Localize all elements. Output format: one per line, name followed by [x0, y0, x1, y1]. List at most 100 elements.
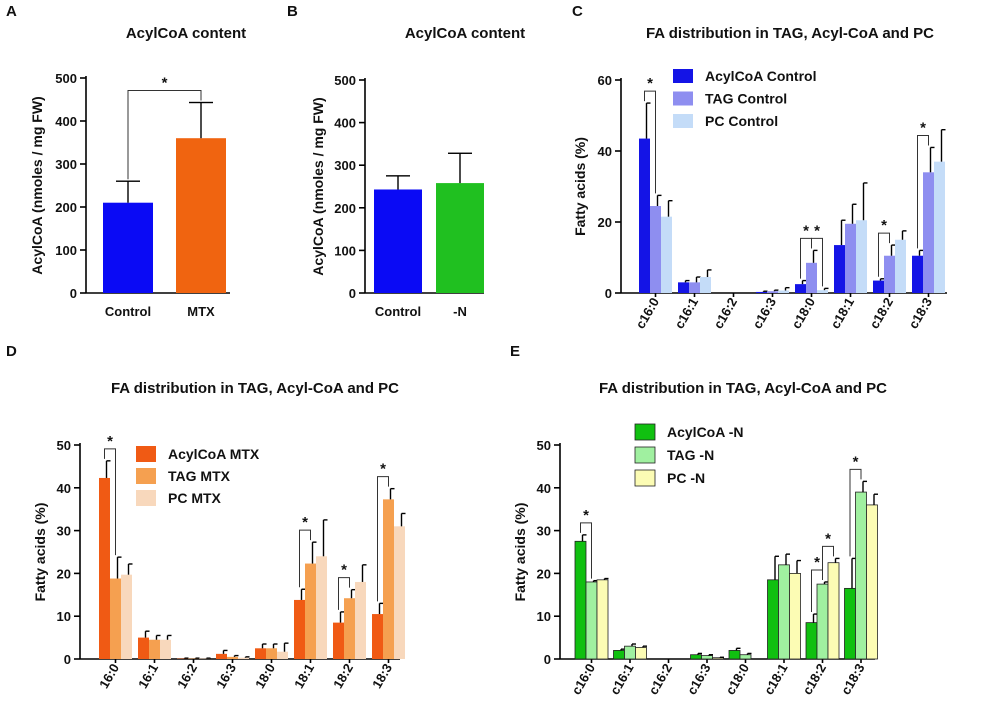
x-tick-label-B: Control: [375, 304, 421, 319]
y-tick-label-A: 100: [55, 243, 77, 258]
bar-E-acylcoa--n-1: [613, 650, 625, 660]
significance-bracket-C: [644, 90, 656, 194]
x-tick-label-D: 18:1: [291, 661, 317, 691]
y-tick-label-E: 10: [537, 609, 551, 624]
bar-A-acylcoa-0: [103, 202, 153, 293]
x-tick-label-C: c16:2: [710, 295, 740, 331]
significance-bracket-C: [917, 134, 929, 249]
bar-C-acylcoa-control-7: [912, 255, 923, 293]
bar-E-acylcoa--n-0: [574, 540, 587, 660]
bar-E-pc--n-6: [827, 562, 840, 660]
y-axis-label-E: Fatty acids (%): [512, 503, 528, 602]
bar-C-tag-control-1: [689, 282, 700, 293]
bar-E-pc--n-5: [789, 573, 801, 660]
legend-swatch-E: [634, 469, 656, 487]
y-tick-label-E: 30: [537, 524, 551, 539]
bar-D-pc-mtx-6: [355, 581, 366, 659]
bar-C-pc-control-5: [856, 220, 867, 293]
bar-E-pc--n-7: [866, 504, 878, 660]
bar-D-pc-mtx-7: [394, 526, 405, 659]
x-tick-label-C: c18:2: [866, 295, 896, 331]
x-tick-label-E: c18:3: [838, 661, 868, 697]
bar-D-acylcoa-mtx-4: [255, 648, 266, 659]
x-tick-label-D: 16:2: [174, 661, 200, 691]
x-tick-label-C: c18:1: [827, 295, 857, 331]
y-tick-label-A: 300: [55, 157, 77, 172]
bar-C-acylcoa-control-0: [639, 138, 650, 293]
legend-label-C: AcylCoA Control: [705, 68, 816, 84]
significance-star-E: *: [825, 530, 831, 547]
x-tick-label-C: c18:3: [905, 295, 935, 331]
y-tick-label-B: 0: [349, 286, 356, 301]
bar-C-acylcoa-control-5: [834, 245, 845, 293]
bar-C-pc-control-6: [895, 239, 906, 293]
y-tick-label-A: 500: [55, 71, 77, 86]
bar-D-acylcoa-mtx-1: [138, 637, 149, 659]
bar-D-tag-mtx-3: [227, 656, 238, 659]
y-tick-label-A: 0: [70, 286, 77, 301]
significance-star-C: *: [803, 222, 809, 239]
bar-C-tag-control-5: [845, 223, 856, 293]
legend-swatch-C: [673, 69, 693, 83]
y-tick-label-B: 500: [334, 73, 356, 88]
y-tick-label-B: 400: [334, 116, 356, 131]
significance-star-D: *: [380, 461, 386, 478]
bar-C-tag-control-0: [650, 206, 661, 293]
x-tick-label-D: 18:2: [330, 661, 356, 691]
bar-C-tag-control-4: [806, 262, 817, 293]
bar-C-tag-control-7: [923, 172, 934, 293]
bar-B-acylcoa-1: [436, 183, 484, 293]
bar-B-acylcoa-0: [374, 189, 422, 293]
bar-D-tag-mtx-6: [344, 598, 355, 659]
significance-bracket-E: [822, 545, 834, 580]
y-tick-label-B: 300: [334, 158, 356, 173]
significance-bracket-D: [377, 476, 389, 602]
bar-C-pc-control-4: [817, 290, 828, 293]
panel-label-A: A: [6, 3, 17, 20]
bar-D-pc-mtx-5: [316, 556, 327, 659]
legend-swatch-E: [634, 423, 656, 441]
legend-label-E: PC -N: [667, 470, 705, 486]
y-tick-label-D: 0: [64, 652, 71, 667]
bar-C-pc-control-7: [934, 161, 945, 293]
bar-E-tag--n-1: [624, 645, 636, 660]
significance-star-C: *: [647, 75, 653, 92]
significance-star-E: *: [814, 554, 820, 571]
x-tick-label-C: c16:1: [671, 295, 701, 331]
bar-E-tag--n-3: [701, 655, 713, 660]
chart-title-A: AcylCoA content: [126, 25, 246, 42]
bar-E-acylcoa--n-4: [728, 650, 741, 660]
panel-label-C: C: [572, 3, 583, 20]
significance-star-D: *: [302, 514, 308, 531]
bar-E-pc--n-0: [596, 579, 609, 660]
x-tick-label-B: -N: [453, 304, 467, 319]
bar-D-pc-mtx-0: [121, 574, 132, 659]
legend-swatch-D: [136, 490, 156, 506]
y-tick-label-D: 50: [57, 438, 71, 453]
bar-E-acylcoa--n-7: [844, 587, 856, 660]
y-tick-label-C: 20: [598, 215, 612, 230]
bar-C-acylcoa-control-4: [795, 284, 806, 293]
bar-D-acylcoa-mtx-7: [372, 614, 383, 659]
significance-bracket-D: [104, 448, 116, 556]
significance-bracket-D: [299, 529, 311, 588]
bar-E-tag--n-4: [739, 654, 752, 660]
x-tick-label-A: Control: [105, 304, 151, 319]
legend-label-E: TAG -N: [667, 447, 714, 463]
panel-label-B: B: [287, 3, 298, 20]
bar-E-acylcoa--n-3: [690, 654, 702, 660]
bar-C-pc-control-3: [778, 290, 789, 293]
bar-D-acylcoa-mtx-0: [99, 477, 110, 659]
x-tick-label-D: 18:0: [252, 661, 278, 691]
y-axis-label-D: Fatty acids (%): [32, 503, 48, 602]
x-tick-label-C: c16:3: [749, 295, 779, 331]
y-tick-label-D: 10: [57, 609, 71, 624]
chart-title-C: FA distribution in TAG, Acyl-CoA and PC: [646, 25, 934, 42]
legend-label-D: AcylCoA MTX: [168, 446, 260, 462]
significance-star-E: *: [853, 453, 859, 470]
significance-bracket-A: [127, 90, 202, 180]
x-tick-label-E: c16:3: [684, 661, 714, 697]
bar-E-tag--n-6: [816, 583, 829, 660]
x-tick-label-D: 18:3: [369, 661, 395, 691]
significance-bracket-D: [338, 577, 350, 610]
